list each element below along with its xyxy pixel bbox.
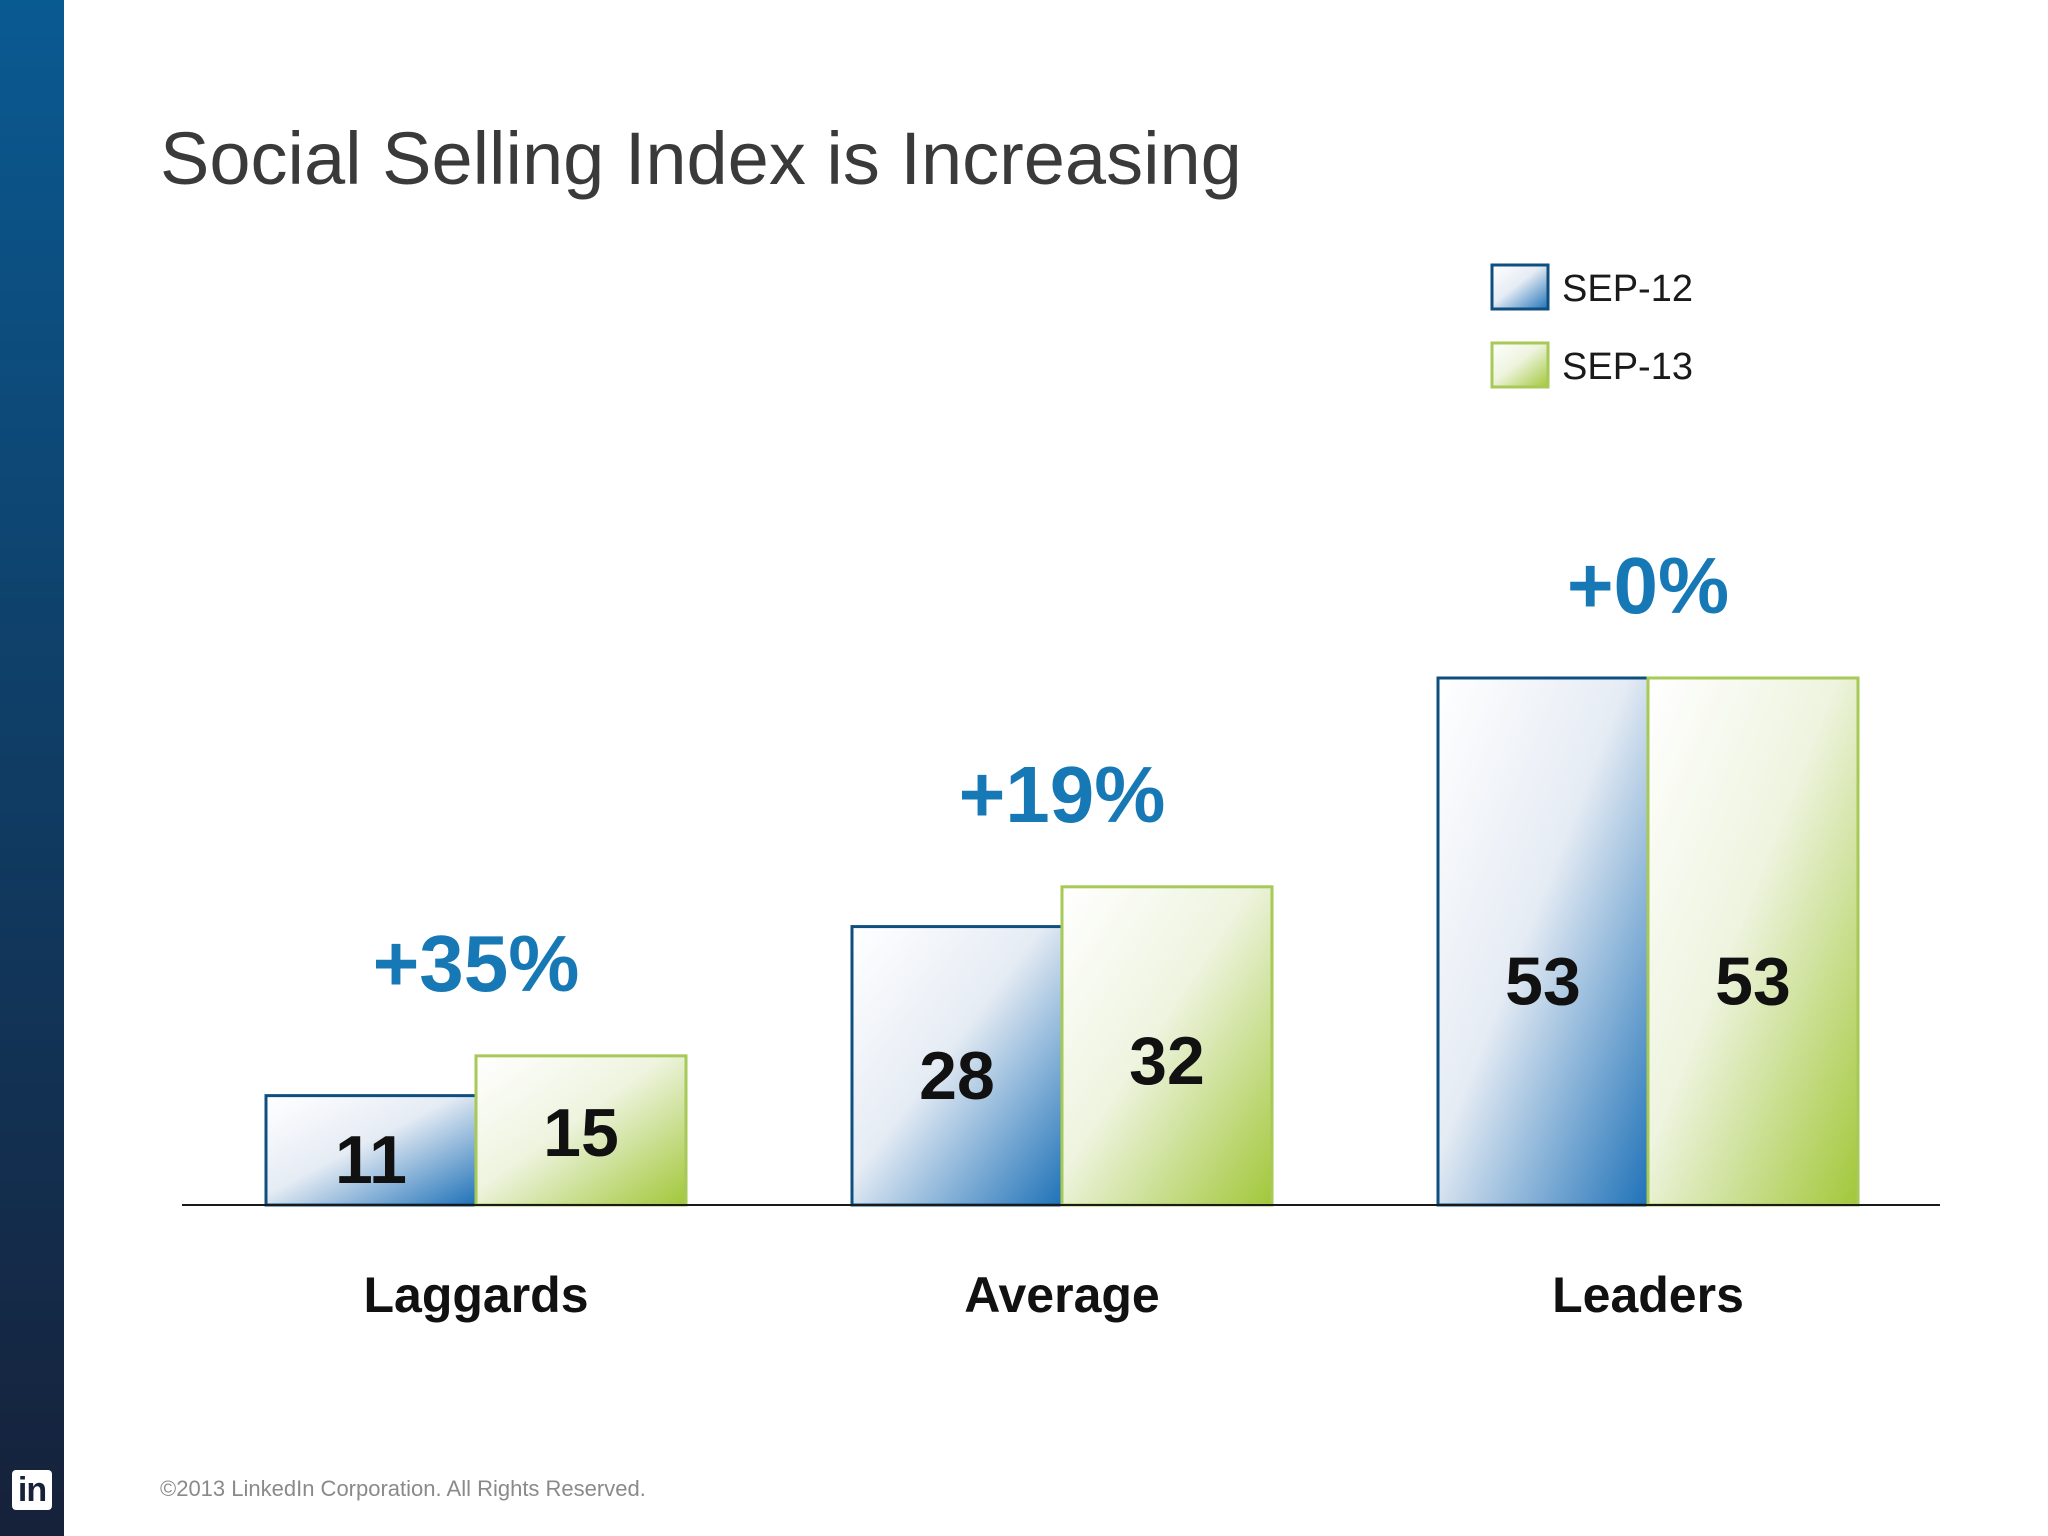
legend-label-sep-13: SEP-13 [1562,346,1693,388]
chart-legend: SEP-12 SEP-13 [1490,263,1693,389]
label-group: 11 15 +35% Laggards 28 32 +19% Average 53 53 +0% Le… [335,541,1791,1323]
change-annotation-laggards: +35% [373,919,580,1008]
change-annotation-leaders: +0% [1567,541,1729,630]
value-label-laggards-sep-12: 11 [335,1122,407,1198]
legend-swatch-sep-12 [1490,263,1550,311]
value-label-leaders-sep-13: 53 [1715,944,1791,1020]
value-label-leaders-sep-12: 53 [1505,944,1581,1020]
left-accent-band [0,0,64,1536]
value-label-average-sep-12: 28 [919,1038,995,1114]
linkedin-logo-icon: in [12,1470,52,1510]
category-label-leaders: Leaders [1552,1267,1744,1323]
change-annotation-average: +19% [959,750,1166,839]
copyright-footer: ©2013 LinkedIn Corporation. All Rights R… [160,1476,646,1501]
bar-laggards-sep-13 [474,1054,688,1207]
value-label-laggards-sep-13: 15 [543,1095,619,1171]
bar-average-sep-12 [850,925,1064,1207]
bar-leaders-sep-12 [1436,676,1650,1207]
legend-label-sep-12: SEP-12 [1562,268,1693,310]
bar-leaders-sep-13 [1646,676,1860,1207]
value-label-average-sep-13: 32 [1129,1023,1205,1099]
bar-laggards-sep-12 [264,1094,478,1207]
bar-group [264,676,1860,1207]
category-label-average: Average [964,1267,1159,1323]
legend-swatch-sep-13 [1490,341,1550,389]
page-title: Social Selling Index is Increasing [160,117,1242,200]
bar-average-sep-13 [1060,885,1274,1207]
category-label-laggards: Laggards [363,1267,588,1323]
